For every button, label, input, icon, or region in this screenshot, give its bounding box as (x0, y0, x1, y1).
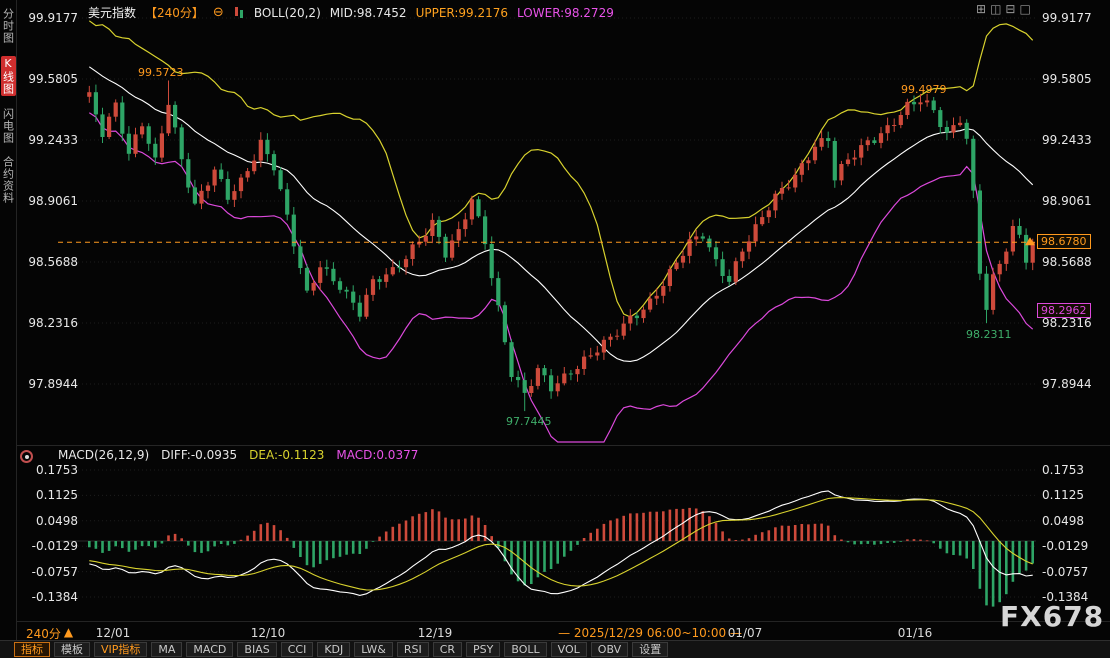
macd-tick-right-3: -0.0129 (1042, 539, 1104, 553)
indicator-wheel-icon[interactable] (20, 450, 33, 463)
price-badge-1: 98.2962 (1037, 303, 1091, 318)
indicator-button-vol[interactable]: VOL (551, 642, 587, 657)
price-tick-right-4: 98.5688 (1042, 255, 1104, 269)
indicator-button-cr[interactable]: CR (433, 642, 462, 657)
price-tick-right-0: 99.9177 (1042, 11, 1104, 25)
indicator-button-cci[interactable]: CCI (281, 642, 314, 657)
indicator-button-bias[interactable]: BIAS (237, 642, 276, 657)
layout-grid-icon[interactable]: ⊞ (976, 2, 986, 16)
collapse-icon[interactable]: ⊖ (213, 7, 224, 19)
macd-diff-value: DIFF:-0.0935 (161, 448, 237, 462)
window-layout-icons: ⊞ ◫ ⊟ □ (976, 2, 1031, 16)
price-tick-left-1: 99.5805 (18, 72, 78, 86)
sidebar-item-kline-chart[interactable]: K线图 (1, 56, 16, 96)
tab-templates[interactable]: 模板 (54, 642, 90, 657)
price-tick-left-2: 99.2433 (18, 133, 78, 147)
indicator-button-lwr[interactable]: LW& (354, 642, 393, 657)
macd-tick-right-2: 0.0498 (1042, 514, 1104, 528)
macd-tick-right-0: 0.1753 (1042, 463, 1104, 477)
symbol-title: 美元指数 (88, 4, 136, 21)
price-tick-right-6: 97.8944 (1042, 377, 1104, 391)
date-label-5: 01/16 (898, 626, 933, 640)
fx-chart-window: 分时图 K线图闪电图合约资料 美元指数 【240分】 ⊖ BOLL(20,2) M… (0, 0, 1110, 658)
macd-tick-left-5: -0.1384 (18, 590, 78, 604)
tab-indicators[interactable]: 指标 (14, 642, 50, 657)
indicator-button-boll[interactable]: BOLL (504, 642, 546, 657)
layout-split-vertical-icon[interactable]: ◫ (990, 2, 1001, 16)
sidebar-item-flash-chart[interactable]: 闪电图 (1, 108, 16, 144)
macd-dea-value: DEA:-0.1123 (249, 448, 324, 462)
boll-upper-value: UPPER:99.2176 (416, 6, 508, 20)
bottom-toolbar: 指标模板 VIP指标 MA MACD BIAS CCIKDJ LW&RSI CR PSY BOLL… (0, 640, 1110, 658)
date-label-0: 12/01 (96, 626, 131, 640)
candlestick-icon (233, 6, 245, 19)
macd-tick-left-3: -0.0129 (18, 539, 78, 553)
macd-tick-right-1: 0.1125 (1042, 488, 1104, 502)
period-tag: 【240分】 (145, 4, 204, 21)
date-label-3: — 2025/12/29 06:00~10:00 — (558, 626, 742, 640)
macd-tick-left-1: 0.1125 (18, 488, 78, 502)
price-badge-0: 98.6780 (1037, 234, 1091, 249)
date-label-1: 12/10 (251, 626, 286, 640)
swing-annotation-0: 99.5723 (138, 66, 184, 79)
macd-value: MACD:0.0377 (336, 448, 418, 462)
swing-annotation-2: 97.7445 (506, 415, 552, 428)
tab-vip-indicators[interactable]: VIP指标 (94, 642, 147, 657)
indicator-button-ma[interactable]: MA (151, 642, 182, 657)
layout-single-icon[interactable]: □ (1019, 2, 1030, 16)
macd-tick-right-4: -0.0757 (1042, 565, 1104, 579)
indicator-button-macd[interactable]: MACD (186, 642, 233, 657)
sidebar-item-time-chart[interactable]: 分时图 (1, 8, 16, 44)
boll-lower-value: LOWER:98.2729 (517, 6, 614, 20)
price-chart-canvas[interactable] (0, 0, 1110, 658)
price-tick-left-5: 98.2316 (18, 316, 78, 330)
x-axis: 12/01 12/10 12/19 — 2025/12/29 06:00~10:00 … (0, 621, 1110, 640)
macd-header: MACD(26,12,9) DIFF:-0.0935 DEA:-0.1123 M… (58, 448, 418, 462)
indicator-button-settings[interactable]: 设置 (632, 642, 668, 657)
price-tick-right-1: 99.5805 (1042, 72, 1104, 86)
swing-annotation-1: 99.4979 (901, 83, 947, 96)
indicator-button-psy[interactable]: PSY (466, 642, 500, 657)
price-tick-left-0: 99.9177 (18, 11, 78, 25)
indicator-button-kdj[interactable]: KDJ (317, 642, 350, 657)
sidebar-item-contract-info[interactable]: 合约资料 (1, 156, 16, 204)
macd-label: MACD(26,12,9) (58, 448, 149, 462)
price-tick-right-3: 98.9061 (1042, 194, 1104, 208)
date-label-2: 12/19 (418, 626, 453, 640)
macd-tick-left-2: 0.0498 (18, 514, 78, 528)
macd-tick-left-4: -0.0757 (18, 565, 78, 579)
pane-divider (0, 445, 1110, 446)
macd-tick-left-0: 0.1753 (18, 463, 78, 477)
swing-annotation-3: 98.2311 (966, 328, 1012, 341)
layout-split-horizontal-icon[interactable]: ⊟ (1005, 2, 1015, 16)
boll-label: BOLL(20,2) (254, 6, 321, 20)
watermark: FX678 (1000, 600, 1104, 633)
chart-type-sidebar: 分时图 K线图闪电图合约资料 (0, 0, 17, 640)
price-tick-left-4: 98.5688 (18, 255, 78, 269)
date-label-4: 01/07 (728, 626, 763, 640)
indicator-button-obv[interactable]: OBV (591, 642, 628, 657)
price-tick-left-6: 97.8944 (18, 377, 78, 391)
boll-mid-value: MID:98.7452 (330, 6, 407, 20)
indicator-button-rsi[interactable]: RSI (397, 642, 429, 657)
price-tick-left-3: 98.9061 (18, 194, 78, 208)
chart-header: 美元指数 【240分】 ⊖ BOLL(20,2) MID:98.7452 UPP… (88, 4, 614, 21)
price-tick-right-2: 99.2433 (1042, 133, 1104, 147)
